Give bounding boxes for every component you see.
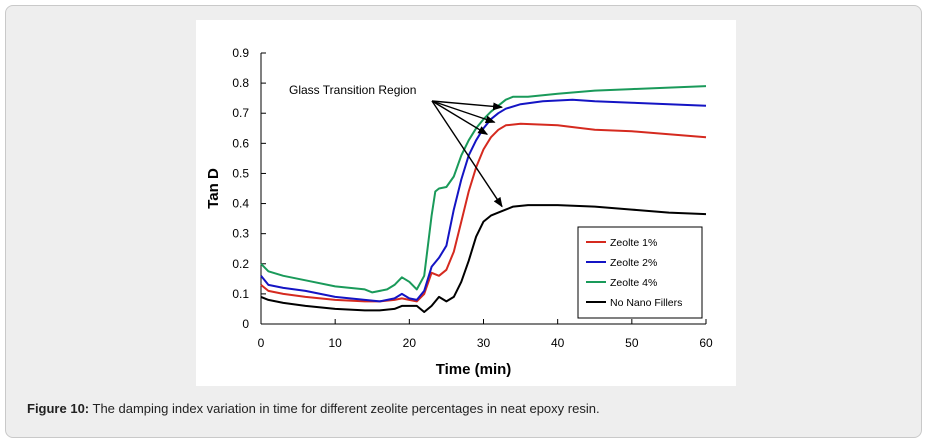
x-tick-label: 10: [328, 336, 342, 350]
tan-d-line-chart: 0 0.1 0.2 0.3 0.4 0.5 0.6 0.7 0.8 0.9 0 10 20 30 40 50…: [205, 46, 713, 378]
legend: Zeolte 1% Zeolte 2% Zeolte 4% No Nano Fille…: [577, 226, 703, 319]
legend-label: No Nano Fillers: [610, 297, 682, 309]
legend-label: Zeolte 1%: [610, 237, 657, 249]
y-tick-label: 0.8: [232, 76, 249, 90]
caption-label: Figure 10:: [27, 401, 90, 416]
y-tick-label: 0.4: [232, 197, 249, 211]
glass-transition-annotation: Glass Transition Region: [289, 83, 504, 208]
chart-card: 0 0.1 0.2 0.3 0.4 0.5 0.6 0.7 0.8 0.9 0 10 20 30 40 50…: [196, 20, 736, 386]
x-axis-label: Time (min): [436, 361, 512, 378]
y-tick-label: 0.6: [232, 136, 249, 150]
series-line-3: [260, 204, 707, 313]
annotation-arrow: [431, 100, 496, 124]
series-line-1: [260, 98, 707, 303]
y-tick-label: 0.2: [232, 257, 249, 271]
series-line-2: [260, 85, 707, 294]
x-tick-label: 20: [403, 336, 417, 350]
annotation-arrow: [431, 100, 504, 111]
y-tick-label: 0.3: [232, 227, 249, 241]
y-tick-label: 0.7: [232, 106, 249, 120]
x-tick-label: 0: [258, 336, 265, 350]
y-axis-label: Tan D: [205, 168, 222, 209]
caption-text: The damping index variation in time for …: [89, 401, 600, 416]
series-line-0: [260, 122, 707, 303]
y-tick-label: 0.1: [232, 287, 249, 301]
legend-label: Zeolte 2%: [610, 257, 657, 269]
legend-label: Zeolte 4%: [610, 277, 657, 289]
x-tick-label: 60: [699, 336, 713, 350]
x-ticks: 0 10 20 30 40 50 60: [258, 319, 713, 350]
y-tick-label: 0: [242, 317, 249, 331]
annotation-arrow: [431, 100, 489, 135]
y-ticks: 0 0.1 0.2 0.3 0.4 0.5 0.6 0.7 0.8 0.9: [232, 46, 266, 331]
x-tick-label: 30: [477, 336, 491, 350]
x-tick-label: 40: [551, 336, 565, 350]
figure-caption: Figure 10: The damping index variation i…: [27, 401, 600, 416]
series-lines: [260, 85, 707, 313]
annotation-text: Glass Transition Region: [289, 83, 416, 97]
y-tick-label: 0.9: [232, 46, 249, 60]
x-tick-label: 50: [625, 336, 639, 350]
y-tick-label: 0.5: [232, 166, 249, 180]
annotation-arrow: [431, 100, 503, 208]
